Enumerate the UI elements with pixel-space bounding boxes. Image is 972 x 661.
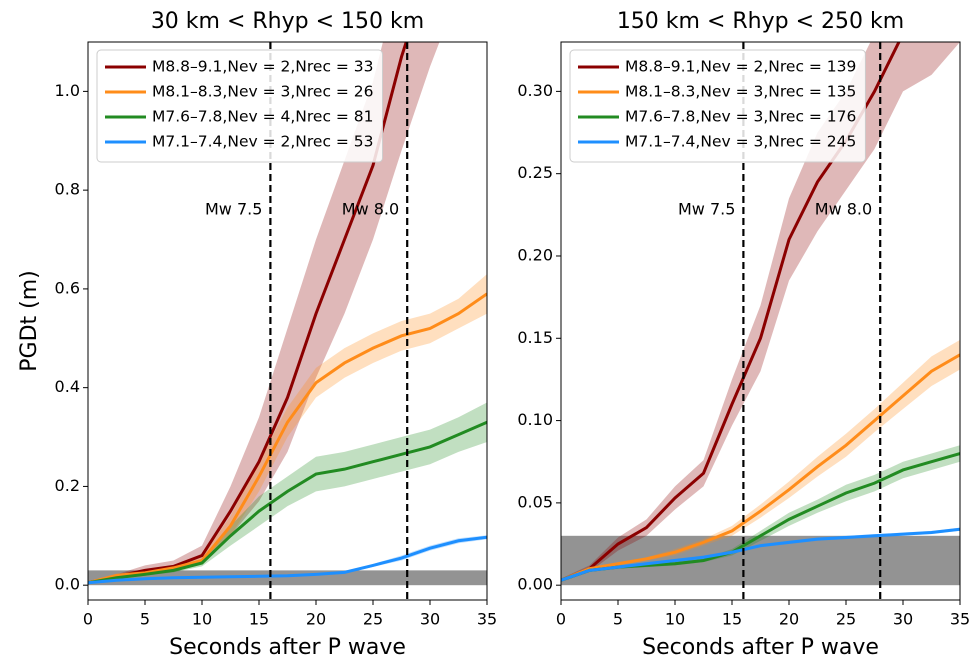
y-tick-label: 0.05 [517,492,553,511]
series-line [561,353,960,582]
y-tick-label: 0.0 [55,575,80,594]
plot-area [88,42,487,586]
x-tick-label: 30 [893,610,913,629]
uncertainty-band [88,274,487,584]
y-axis-label: PGDt (m) [17,270,42,371]
axes-frame [87,41,488,601]
x-tick-label: 5 [140,610,150,629]
x-tick-label: 35 [950,610,970,629]
legend-box [96,49,384,163]
y-tick-label: 0.25 [517,163,553,182]
y-tick-label: 1.0 [55,81,80,100]
legend: M8.8–9.1,Nev = 2,Nrec = 139 M8.1–8.3,Nev … [569,49,866,163]
x-tick-label: 25 [836,610,856,629]
y-tick-label: 0.10 [517,410,553,429]
noise-band [561,535,960,586]
x-tick-label: 15 [249,610,269,629]
series-line [88,42,408,585]
y-tick-label: 0.2 [55,476,80,495]
y-tick-label: 0.20 [517,245,553,264]
x-tick-label: 15 [722,610,742,629]
annotation: Mw 8.0 [342,200,399,219]
legend-label: M7.6–7.8,Nev = 4,Nrec = 81 [152,108,374,126]
axes-frame [560,41,961,601]
series-line [88,292,487,585]
legend-label: M8.8–9.1,Nev = 2,Nrec = 139 [625,58,856,76]
legend-label: M7.1–7.4,Nev = 2,Nrec = 53 [152,133,374,151]
noise-band [88,570,487,586]
y-tick-label: 0.6 [55,278,80,297]
x-tick-label: 20 [779,610,799,629]
x-tick-label: 0 [83,610,93,629]
legend-label: M7.6–7.8,Nev = 3,Nrec = 176 [625,108,856,126]
legend: M8.8–9.1,Nev = 2,Nrec = 33 M8.1–8.3,Nev =… [96,49,384,163]
y-tick-label: 0.4 [55,377,80,396]
legend-label: M8.1–8.3,Nev = 3,Nrec = 135 [625,83,856,101]
y-tick-label: 0.00 [517,575,553,594]
legend-label: M7.1–7.4,Nev = 3,Nrec = 245 [625,133,856,151]
annotation: Mw 7.5 [205,200,262,219]
uncertainty-band [88,42,440,584]
series-line [561,527,960,582]
x-tick-label: 20 [306,610,326,629]
chart-title: 30 km < Rhyp < 150 km [151,9,424,34]
series-line [88,535,487,585]
legend-label: M8.8–9.1,Nev = 2,Nrec = 33 [152,58,374,76]
plot-area [561,42,960,586]
annotation: Mw 8.0 [815,200,872,219]
chart-title: 150 km < Rhyp < 250 km [617,9,904,34]
legend-box [569,49,866,163]
y-tick-label: 0.30 [517,81,553,100]
x-tick-label: 0 [556,610,566,629]
x-tick-label: 10 [665,610,685,629]
x-tick-label: 35 [477,610,497,629]
y-tick-label: 0.8 [55,180,80,199]
x-tick-label: 10 [192,610,212,629]
uncertainty-band [561,42,960,582]
series-line [88,420,487,585]
x-tick-label: 25 [363,610,383,629]
legend-label: M8.1–8.3,Nev = 3,Nrec = 26 [152,83,374,101]
annotation: Mw 7.5 [678,200,735,219]
series-line [561,42,901,582]
x-tick-label: 5 [613,610,623,629]
x-axis-label: Seconds after P wave [169,635,406,660]
x-axis-label: Seconds after P wave [642,635,879,660]
y-tick-label: 0.15 [517,328,553,347]
x-tick-label: 30 [420,610,440,629]
